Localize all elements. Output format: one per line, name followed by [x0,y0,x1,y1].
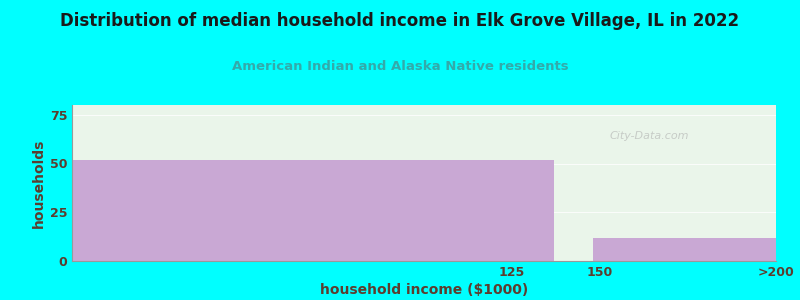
Bar [593,238,776,261]
X-axis label: household income ($1000): household income ($1000) [320,283,528,297]
Text: Distribution of median household income in Elk Grove Village, IL in 2022: Distribution of median household income … [61,12,739,30]
Text: American Indian and Alaska Native residents: American Indian and Alaska Native reside… [232,59,568,73]
Y-axis label: households: households [31,138,46,228]
Text: City-Data.com: City-Data.com [610,131,689,141]
Bar [72,160,554,261]
